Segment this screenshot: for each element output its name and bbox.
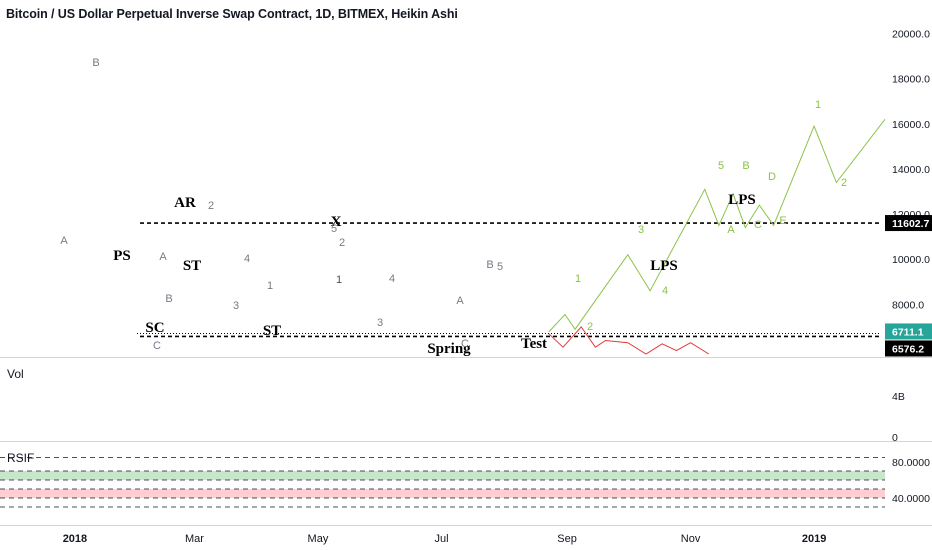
volume-axis-tick: 4B [892, 391, 905, 403]
chart-title: Bitcoin / US Dollar Perpetual Inverse Sw… [6, 7, 458, 21]
time-axis-tick: May [308, 533, 329, 545]
wyckoff-label: ST [263, 323, 281, 339]
wave-label: 1 [267, 280, 273, 292]
price-badge-bg [885, 215, 932, 232]
rsi-band [0, 471, 885, 480]
time-axis-tick: Nov [681, 533, 701, 545]
rsi-pane[interactable] [0, 457, 885, 508]
wyckoff-label: X [331, 214, 342, 230]
wave-label: 2 [208, 200, 214, 212]
volume-axis-tick: 0 [892, 432, 898, 444]
wave-label: 3 [638, 224, 644, 236]
price-axis-tick: 8000.0 [892, 299, 924, 311]
wyckoff-label: LPS [728, 192, 756, 208]
price-axis-tick: 10000.0 [892, 254, 930, 266]
wave-label: 5 [331, 223, 337, 235]
price-badge: 11602.7 [885, 215, 932, 232]
wave-label: 2 [339, 237, 345, 249]
wyckoff-label: PS [113, 248, 131, 264]
price-axis-tick: 16000.0 [892, 119, 930, 131]
wave-label: B [165, 293, 172, 305]
wyckoff-label: ST [183, 258, 201, 274]
wyckoff-label: Spring [427, 341, 471, 357]
price-badge-bg [885, 323, 932, 340]
wyckoff-label: Test [521, 336, 547, 352]
rsi-axis-tick: 80.0000 [892, 457, 930, 469]
rsi-axis-tick: 40.0000 [892, 493, 930, 505]
time-axis-tick: 2019 [802, 533, 826, 545]
wave-label: 1 [575, 273, 581, 285]
wave-label: 5 [718, 160, 724, 172]
price-pane[interactable]: AR PS ST SC ST X Spring Test LPS LPS A B C A B 1 2 3 4 5 1 2 3… [60, 57, 886, 357]
wave-label: A [727, 224, 735, 236]
wyckoff-label: LPS [650, 258, 678, 274]
time-axis-tick: 2018 [63, 533, 87, 545]
wave-label: A [456, 295, 464, 307]
price-badge-label: 6711.1 [892, 326, 924, 338]
time-axis-tick: Sep [557, 533, 577, 545]
price-badge-label: 6576.2 [892, 343, 924, 355]
wave-label: 4 [662, 285, 668, 297]
wyckoff-label: AR [174, 195, 196, 211]
wave-label: 2 [587, 321, 593, 333]
wave-label: 3 [233, 300, 239, 312]
wave-label: 1 [815, 99, 821, 111]
bearish-projection-path [548, 326, 710, 355]
rsi-band [0, 489, 885, 498]
price-badge: 6711.1 [885, 323, 932, 340]
wave-label: D [768, 171, 776, 183]
wave-label: 1 [336, 274, 342, 286]
time-axis-tick: Jul [434, 533, 448, 545]
wave-label: 3 [377, 317, 383, 329]
wave-label: C [461, 338, 469, 350]
wave-label: C [153, 340, 161, 352]
wave-label: B [486, 259, 493, 271]
wave-label: B [742, 160, 749, 172]
price-axis-tick: 18000.0 [892, 74, 930, 86]
wave-label: 4 [389, 273, 395, 285]
price-badge: 6576.2 [885, 340, 932, 357]
price-badge-bg [885, 340, 932, 357]
wave-label: C [754, 219, 762, 231]
price-axis-tick: 20000.0 [892, 29, 930, 41]
time-axis-tick: Mar [185, 533, 204, 545]
volume-title: Vol [7, 367, 24, 381]
bullish-projection-path [548, 118, 886, 333]
rsi-title: RSIF [7, 451, 35, 465]
wyckoff-label: SC [145, 320, 164, 336]
price-axis-tick: 14000.0 [892, 164, 930, 176]
price-badge-label: 11602.7 [892, 218, 930, 230]
wave-label: 2 [841, 177, 847, 189]
wave-label: 4 [244, 253, 250, 265]
axes: 8000.010000.012000.014000.016000.018000.… [0, 29, 932, 545]
wave-label: E [779, 215, 786, 227]
wave-label: B [92, 57, 99, 69]
wave-label: A [159, 251, 167, 263]
wave-label: 5 [497, 261, 503, 273]
wave-label: A [60, 235, 68, 247]
